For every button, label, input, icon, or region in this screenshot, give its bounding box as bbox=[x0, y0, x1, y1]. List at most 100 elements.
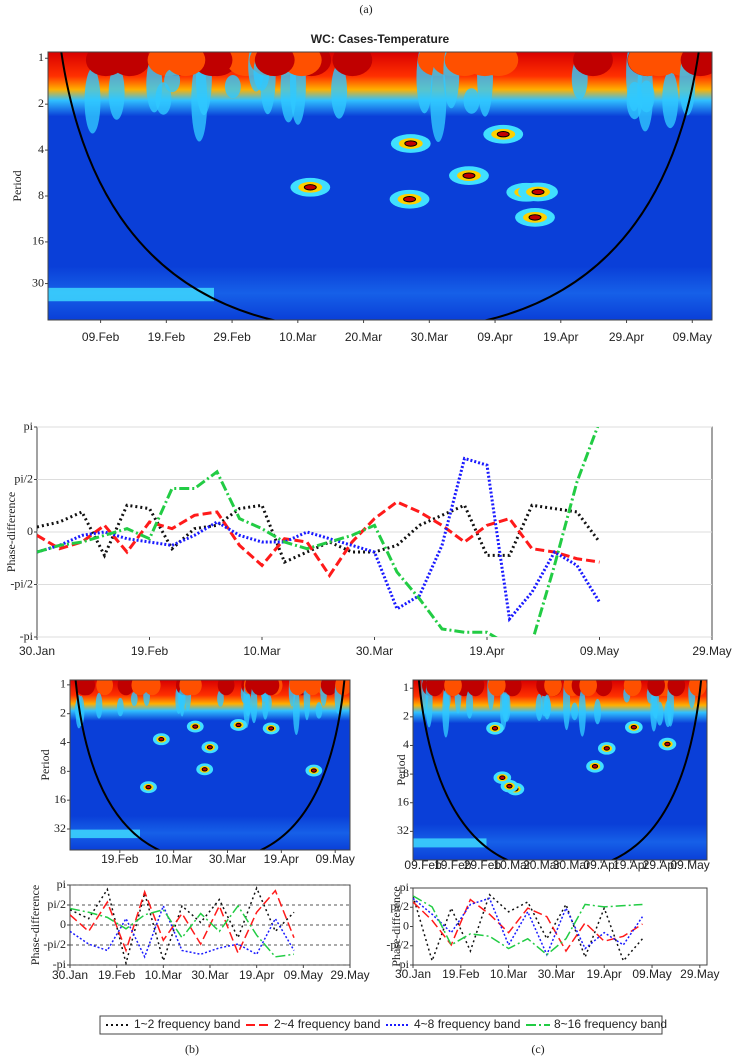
heat-spike bbox=[117, 680, 135, 696]
heat-blob bbox=[462, 172, 476, 179]
y-tick-label: -pi/2 bbox=[43, 937, 66, 951]
y-axis-label: Period bbox=[38, 749, 52, 780]
y-tick-label: 1 bbox=[38, 50, 44, 64]
x-tick-label: 29.Feb bbox=[464, 858, 502, 872]
heat-spike bbox=[466, 680, 485, 697]
x-tick-label: 19.Feb bbox=[98, 968, 136, 982]
heat-spike bbox=[543, 694, 551, 720]
x-tick-label: 19.Feb bbox=[131, 644, 169, 658]
heat-blob bbox=[404, 140, 418, 147]
series-line bbox=[413, 898, 643, 953]
heat-spike bbox=[244, 693, 252, 717]
x-tick-label: 09.May bbox=[670, 858, 709, 872]
y-tick-label: 0 bbox=[27, 524, 33, 538]
heat-spike bbox=[217, 690, 224, 707]
x-tick-label: 29.May bbox=[692, 644, 731, 658]
y-tick-label: 8 bbox=[60, 763, 66, 777]
y-tick-label: pi/2 bbox=[14, 471, 33, 485]
y-axis-label: Period bbox=[394, 754, 408, 785]
heat-blob bbox=[206, 745, 213, 750]
heat-spike bbox=[331, 64, 348, 119]
x-tick-label: 29.Apr bbox=[643, 858, 678, 872]
heat-band bbox=[413, 838, 487, 848]
y-axis-label: Period bbox=[10, 170, 24, 201]
heat-spike bbox=[315, 702, 323, 719]
heat-spike bbox=[430, 59, 447, 143]
y-tick-label: 4 bbox=[38, 142, 44, 156]
x-tick-label: 09.Feb bbox=[404, 858, 442, 872]
y-tick-label: 8 bbox=[38, 188, 44, 202]
x-tick-label: 30.Mar bbox=[553, 858, 590, 872]
heat-band bbox=[48, 287, 214, 302]
series-line bbox=[37, 427, 600, 637]
heat-spike bbox=[688, 680, 707, 697]
heat-blob bbox=[528, 214, 542, 221]
heat-band bbox=[70, 829, 140, 839]
heat-spike bbox=[165, 52, 206, 77]
legend-label: 1~2 frequency band bbox=[134, 1017, 240, 1031]
heat-spike bbox=[623, 680, 642, 697]
y-tick-label: 32 bbox=[54, 821, 66, 835]
y-axis-label: Phase-difference bbox=[4, 492, 18, 572]
y-tick-label: 8 bbox=[403, 766, 409, 780]
x-tick-label: 20.Mar bbox=[523, 858, 560, 872]
y-tick-label: 16 bbox=[397, 794, 409, 808]
x-tick-label: 10.Mar bbox=[490, 967, 527, 981]
cone-of-influence bbox=[417, 680, 703, 860]
heat-spike bbox=[85, 52, 126, 77]
lines bbox=[70, 886, 295, 965]
x-tick-label: 19.Feb bbox=[148, 330, 186, 344]
y-tick-label: pi/2 bbox=[47, 897, 66, 911]
heat-spike bbox=[578, 688, 586, 737]
y-tick-label: -pi bbox=[20, 629, 34, 643]
x-tick-label: 30.Jan bbox=[52, 968, 88, 982]
heat-blob bbox=[664, 741, 671, 747]
series-line bbox=[37, 503, 601, 565]
heat-spike bbox=[444, 52, 485, 77]
x-tick-label: 19.Apr bbox=[264, 852, 299, 866]
legend-label: 4~8 frequency band bbox=[414, 1017, 520, 1031]
heat-spike bbox=[466, 689, 474, 719]
x-tick-label: 29.May bbox=[330, 968, 369, 982]
x-tick-label: 29.Feb bbox=[213, 330, 251, 344]
y-tick-label: 4 bbox=[60, 734, 66, 748]
legend-label: 8~16 frequency band bbox=[554, 1017, 667, 1031]
x-tick-label: 19.Feb bbox=[442, 967, 480, 981]
cone-of-influence bbox=[74, 680, 346, 850]
x-tick-label: 10.Mar bbox=[279, 330, 316, 344]
heat-spike bbox=[164, 69, 181, 93]
y-tick-label: 2 bbox=[60, 705, 66, 719]
heat-spike bbox=[304, 680, 321, 696]
heat-blob bbox=[192, 724, 199, 729]
y-tick-label: -pi/2 bbox=[386, 938, 409, 952]
heat-spike bbox=[579, 680, 597, 697]
x-tick-label: 09.May bbox=[632, 967, 671, 981]
y-tick-label: 2 bbox=[403, 709, 409, 723]
heat-spike bbox=[463, 88, 480, 114]
x-tick-label: 19.Apr bbox=[613, 858, 648, 872]
x-tick-label: 30.Mar bbox=[356, 644, 393, 658]
x-tick-label: 29.Apr bbox=[609, 330, 644, 344]
series-line bbox=[413, 897, 644, 957]
heat-blob bbox=[310, 768, 317, 773]
x-tick-label: 09.Apr bbox=[477, 330, 512, 344]
series-line bbox=[413, 893, 644, 964]
heat-spike bbox=[647, 680, 665, 697]
heat-spike bbox=[503, 690, 511, 722]
heat-blob bbox=[303, 184, 317, 191]
heat-spike bbox=[191, 59, 208, 142]
heat-spike bbox=[662, 71, 679, 129]
y-tick-label: 0 bbox=[60, 917, 66, 931]
heat-spike bbox=[250, 684, 258, 724]
plot-frame bbox=[412, 679, 708, 861]
heat-spike bbox=[217, 680, 235, 696]
x-tick-label: 09.May bbox=[673, 330, 712, 344]
heat-blob bbox=[235, 722, 242, 728]
x-tick-label: 09.Feb bbox=[82, 330, 120, 344]
y-tick-label: -pi bbox=[53, 957, 67, 971]
caption: (b) bbox=[185, 1042, 199, 1056]
heat-spike bbox=[680, 52, 712, 77]
y-tick-label: pi bbox=[400, 880, 410, 894]
heat-blob bbox=[531, 188, 545, 196]
